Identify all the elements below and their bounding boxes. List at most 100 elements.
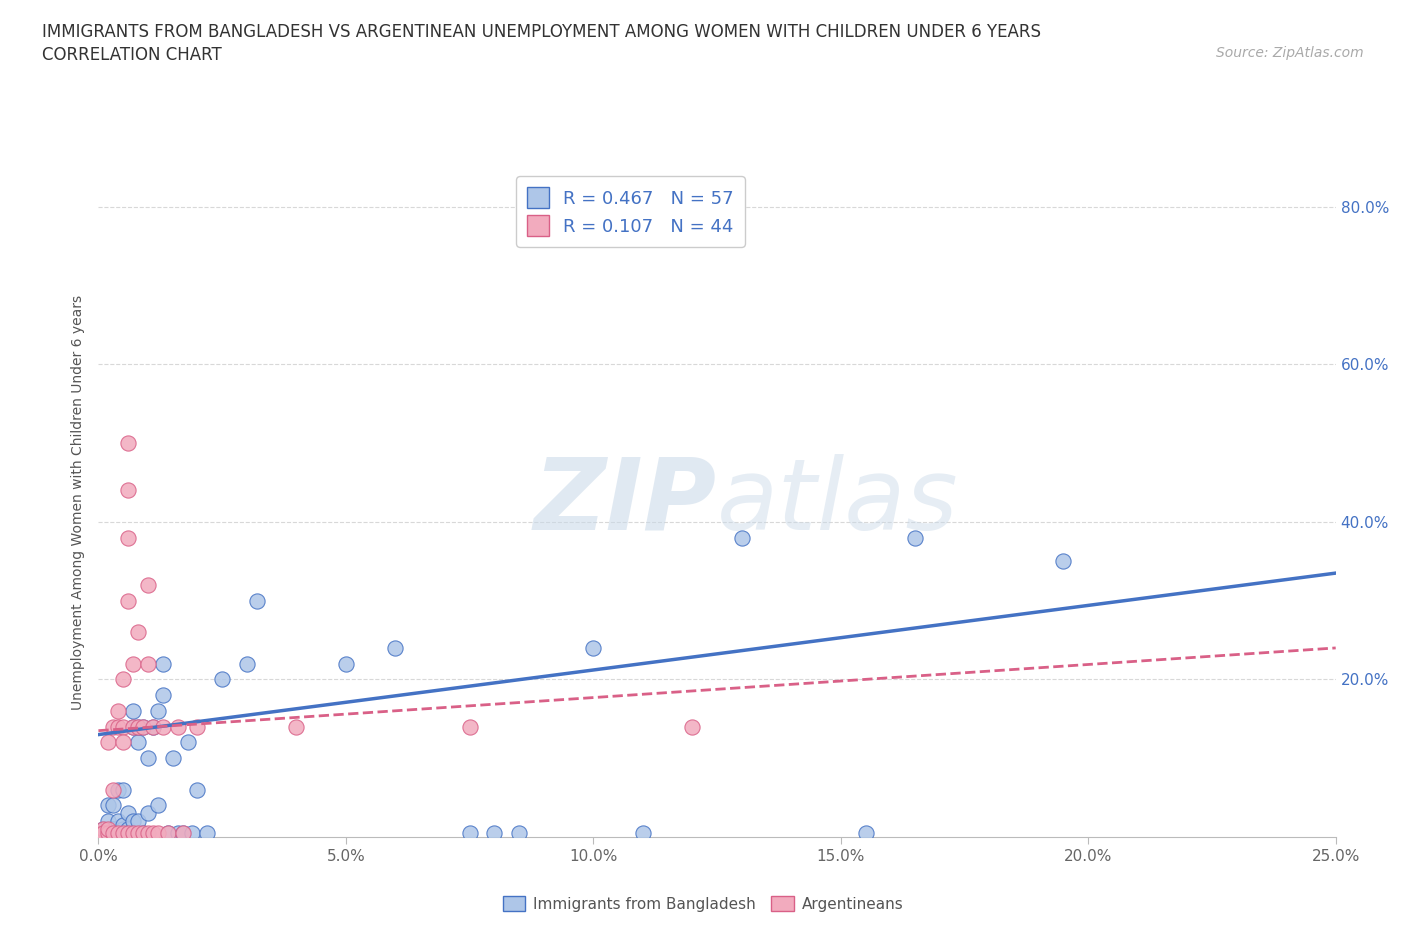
Point — [112, 826, 135, 841]
Point — [152, 688, 174, 703]
Point — [97, 826, 120, 841]
Point — [117, 530, 139, 545]
Point — [176, 735, 198, 750]
Point — [127, 719, 149, 734]
Point — [136, 751, 159, 765]
Point — [117, 593, 139, 608]
Point — [127, 814, 149, 829]
Point — [127, 735, 149, 750]
Text: IMMIGRANTS FROM BANGLADESH VS ARGENTINEAN UNEMPLOYMENT AMONG WOMEN WITH CHILDREN: IMMIGRANTS FROM BANGLADESH VS ARGENTINEA… — [42, 23, 1042, 41]
Point — [122, 719, 145, 734]
Point — [136, 826, 159, 841]
Point — [122, 657, 145, 671]
Point — [186, 782, 208, 797]
Point — [132, 826, 155, 841]
Point — [107, 826, 129, 841]
Point — [122, 703, 145, 718]
Point — [90, 826, 112, 841]
Point — [103, 782, 125, 797]
Point — [122, 826, 145, 841]
Point — [904, 530, 927, 545]
Point — [166, 826, 188, 841]
Text: Source: ZipAtlas.com: Source: ZipAtlas.com — [1216, 46, 1364, 60]
Point — [112, 822, 135, 837]
Y-axis label: Unemployment Among Women with Children Under 6 years: Unemployment Among Women with Children U… — [70, 295, 84, 710]
Point — [236, 657, 259, 671]
Text: CORRELATION CHART: CORRELATION CHART — [42, 46, 222, 64]
Point — [142, 826, 165, 841]
Point — [97, 826, 120, 841]
Point — [107, 826, 129, 841]
Point — [112, 826, 135, 841]
Point — [172, 826, 194, 841]
Point — [132, 719, 155, 734]
Point — [132, 719, 155, 734]
Point — [107, 703, 129, 718]
Point — [142, 719, 165, 734]
Point — [152, 719, 174, 734]
Point — [117, 806, 139, 821]
Point — [172, 826, 194, 841]
Point — [508, 826, 530, 841]
Point — [285, 719, 308, 734]
Point — [458, 719, 481, 734]
Point — [117, 826, 139, 841]
Point — [107, 782, 129, 797]
Point — [97, 814, 120, 829]
Point — [93, 826, 115, 841]
Point — [195, 826, 218, 841]
Point — [681, 719, 703, 734]
Point — [1052, 554, 1074, 569]
Point — [97, 798, 120, 813]
Legend: Immigrants from Bangladesh, Argentineans: Immigrants from Bangladesh, Argentineans — [496, 889, 910, 918]
Point — [103, 822, 125, 837]
Point — [117, 435, 139, 450]
Point — [112, 719, 135, 734]
Point — [117, 826, 139, 841]
Point — [152, 657, 174, 671]
Point — [127, 719, 149, 734]
Point — [731, 530, 754, 545]
Point — [458, 826, 481, 841]
Point — [107, 719, 129, 734]
Point — [156, 826, 179, 841]
Point — [122, 719, 145, 734]
Point — [186, 719, 208, 734]
Point — [103, 719, 125, 734]
Point — [93, 822, 115, 837]
Point — [136, 657, 159, 671]
Point — [166, 719, 188, 734]
Point — [162, 751, 184, 765]
Point — [146, 703, 169, 718]
Point — [97, 822, 120, 837]
Point — [127, 625, 149, 640]
Point — [90, 826, 112, 841]
Point — [855, 826, 877, 841]
Point — [122, 814, 145, 829]
Point — [117, 483, 139, 498]
Point — [582, 641, 605, 656]
Point — [246, 593, 269, 608]
Point — [631, 826, 654, 841]
Point — [136, 578, 159, 592]
Point — [112, 782, 135, 797]
Text: ZIP: ZIP — [534, 454, 717, 551]
Point — [335, 657, 357, 671]
Point — [103, 822, 125, 837]
Point — [484, 826, 506, 841]
Point — [97, 735, 120, 750]
Point — [142, 719, 165, 734]
Point — [107, 814, 129, 829]
Legend: R = 0.467   N = 57, R = 0.107   N = 44: R = 0.467 N = 57, R = 0.107 N = 44 — [516, 177, 745, 247]
Text: atlas: atlas — [717, 454, 959, 551]
Point — [132, 826, 155, 841]
Point — [112, 672, 135, 687]
Point — [117, 822, 139, 837]
Point — [112, 817, 135, 832]
Point — [136, 806, 159, 821]
Point — [146, 826, 169, 841]
Point — [384, 641, 406, 656]
Point — [181, 826, 204, 841]
Point — [93, 826, 115, 841]
Point — [112, 735, 135, 750]
